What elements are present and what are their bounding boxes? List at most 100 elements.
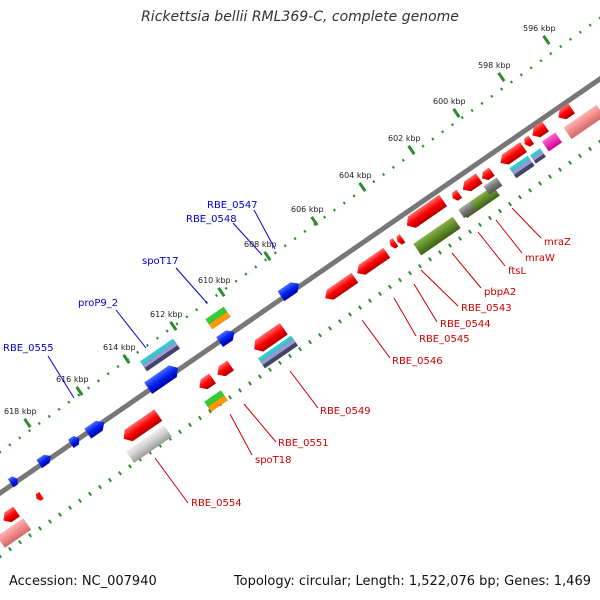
scale-dot xyxy=(450,123,455,127)
scale-dot xyxy=(77,393,81,397)
scale-dot xyxy=(96,379,100,383)
reverse-track-dot xyxy=(248,381,252,386)
reverse-track-dot xyxy=(378,291,382,297)
gene-magenta xyxy=(542,132,562,152)
scale-dot xyxy=(529,66,533,70)
label-leader-line xyxy=(413,283,438,323)
scale-dot xyxy=(519,73,523,77)
kbp-tick-mark xyxy=(75,386,84,396)
gene-grey xyxy=(458,201,476,219)
reverse-track-dot xyxy=(18,539,22,545)
scale-dot xyxy=(382,172,386,177)
reverse-track-dot xyxy=(428,257,432,262)
reverse-track-dot xyxy=(468,229,472,234)
scale-dot xyxy=(509,80,514,84)
reverse-track-dot xyxy=(108,477,112,483)
label-leader-line xyxy=(495,219,523,254)
label-leader-line xyxy=(511,207,542,239)
scale-dot xyxy=(86,386,91,390)
reverse-track-dot xyxy=(318,332,322,338)
kbp-tick-label: 598 kbp xyxy=(478,61,511,70)
scale-dot xyxy=(372,180,376,184)
reverse-track-dot xyxy=(238,388,242,393)
scale-dot xyxy=(460,116,464,120)
gene-RBE_0555 xyxy=(144,365,178,394)
reverse-track-dot xyxy=(308,339,312,345)
scale-dot xyxy=(185,315,189,319)
gene-RBE_0554 xyxy=(123,409,163,442)
gene-label: proP9_2 xyxy=(78,298,118,309)
reverse-track-dot xyxy=(558,167,562,172)
reverse-track-dot xyxy=(498,208,502,214)
gene-proP9_2 xyxy=(140,338,180,372)
kbp-tick-labels: 596 kbp 598 kbp 600 kbp 602 kbp 604 kbp 606 k… xyxy=(4,24,556,428)
scale-dot xyxy=(155,336,159,340)
kbp-tick-mark xyxy=(169,321,178,331)
gene-spoT18 xyxy=(204,390,228,412)
accession-text: Accession: NC_007940 xyxy=(9,574,157,589)
gene-label: mraW xyxy=(525,253,555,264)
kbp-tick-label: 616 kbp xyxy=(56,375,89,384)
kbp-tick-label: 596 kbp xyxy=(523,24,556,33)
reverse-track-dot xyxy=(358,305,362,310)
gene-forward xyxy=(36,454,51,469)
gene-label: pbpA2 xyxy=(484,287,516,298)
reverse-track-dots xyxy=(0,139,600,559)
kbp-tick-mark xyxy=(452,108,461,118)
scale-dot xyxy=(165,329,169,333)
reverse-track-dot xyxy=(478,222,482,228)
reverse-track-dot xyxy=(118,470,122,476)
gene-reverse xyxy=(532,121,549,138)
kbp-tick-mark xyxy=(122,354,131,364)
reverse-track-dot xyxy=(268,367,272,372)
scale-dot xyxy=(588,23,592,27)
reverse-track-dot xyxy=(128,464,132,469)
gene-RBE_0549b xyxy=(258,335,298,369)
scale-dot xyxy=(293,237,297,241)
gene-features xyxy=(0,103,600,548)
reverse-track-dot xyxy=(418,263,422,269)
scale-dot xyxy=(342,201,346,205)
reverse-track-dot xyxy=(548,174,552,179)
gene-RBE_0544 xyxy=(389,238,399,249)
reverse-track-dot xyxy=(438,250,442,255)
reverse-track-dot xyxy=(68,505,72,510)
scale-dot xyxy=(195,308,199,312)
scale-dot xyxy=(145,343,150,347)
gene-cyan xyxy=(509,155,535,179)
label-leader-line xyxy=(451,252,482,289)
reverse-track-dot xyxy=(178,429,182,435)
gene-grey xyxy=(483,177,503,195)
label-leader-line xyxy=(420,269,459,307)
scale-dot xyxy=(264,258,268,262)
reverse-track-dot xyxy=(458,236,462,241)
reverse-track-dot xyxy=(598,139,600,145)
reverse-track-dot xyxy=(38,526,42,531)
label-leader-line xyxy=(393,297,417,337)
genome-summary-text: Topology: circular; Length: 1,522,076 bp… xyxy=(233,574,591,589)
reverse-track-dot xyxy=(578,153,582,159)
scale-dot xyxy=(18,436,22,440)
gene-forward xyxy=(7,476,18,488)
gene-RBE_0546 xyxy=(325,272,359,300)
gene-RBE_0551 xyxy=(199,373,216,390)
gene-forward xyxy=(68,436,80,448)
kbp-tick-label: 612 kbp xyxy=(150,310,183,319)
kbp-tick-label: 600 kbp xyxy=(433,97,466,106)
reverse-track-dot xyxy=(328,326,332,331)
gene-RBE_0549 xyxy=(254,323,288,352)
gene-grey-light xyxy=(126,425,172,463)
reverse-track-dot xyxy=(568,160,572,165)
gene-label: RBE_0547 xyxy=(207,200,258,211)
scale-dot xyxy=(559,44,563,49)
reverse-track-dot xyxy=(398,277,402,283)
scale-dot xyxy=(116,365,120,369)
scale-dot xyxy=(254,265,258,269)
gene-label: RBE_0551 xyxy=(278,438,329,449)
reverse-track-dot xyxy=(278,360,282,366)
gene-label: RBE_0549 xyxy=(320,406,371,417)
reverse-track-dot xyxy=(348,312,352,317)
gene-RBE_0551b xyxy=(217,360,234,377)
reverse-track-dot xyxy=(48,519,52,524)
reverse-track-dot xyxy=(188,422,192,428)
